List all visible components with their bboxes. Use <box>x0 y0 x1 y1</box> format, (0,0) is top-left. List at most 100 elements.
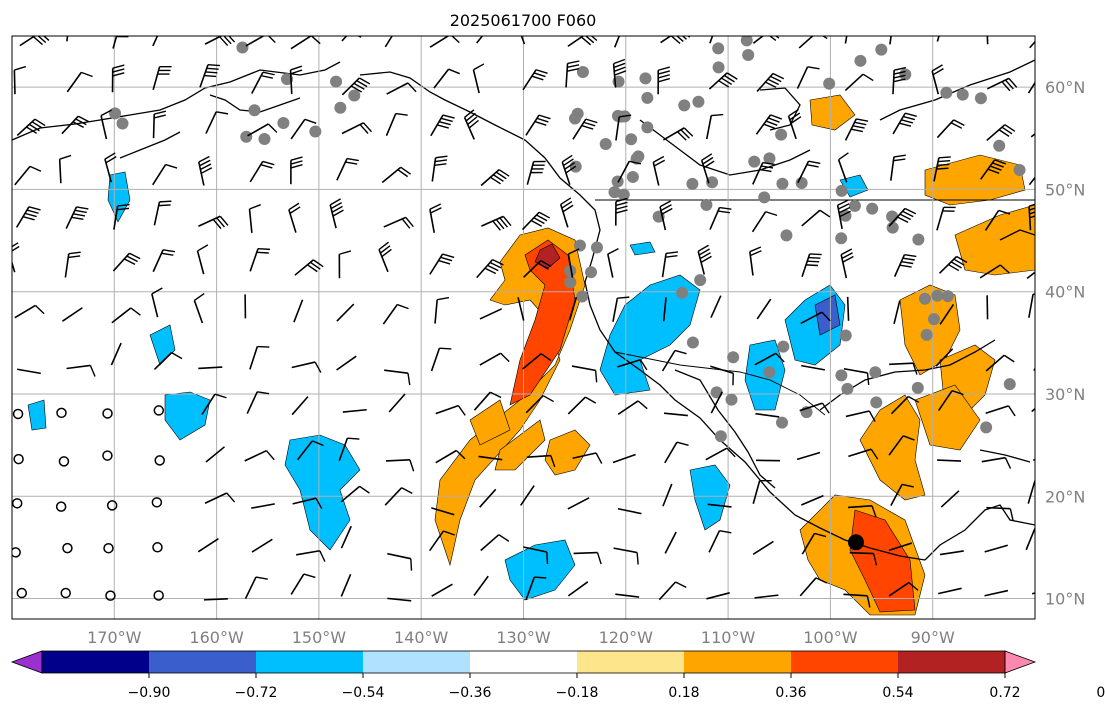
station-dot <box>758 191 770 203</box>
station-dot <box>692 96 704 108</box>
wind-barb-feather <box>159 201 171 202</box>
station-dot <box>931 290 943 302</box>
latitude-tick-label: 20°N <box>1045 487 1085 506</box>
colorbar-segment <box>898 651 1006 673</box>
station-dot <box>940 87 952 99</box>
colorbar-tick-label: 0.90 <box>1096 685 1105 701</box>
colorbar-segment <box>149 651 257 673</box>
colorbar-tick-label: −0.90 <box>128 685 171 701</box>
colorbar-over-extend <box>1005 651 1035 673</box>
station-dot <box>330 76 342 88</box>
longitude-tick-label: 170°W <box>87 628 142 647</box>
station-dot <box>742 49 754 61</box>
station-dot <box>921 329 933 341</box>
wind-barb-feather <box>70 16 82 18</box>
colorbar-tick-label: 0.18 <box>668 685 699 701</box>
wind-barb-feather <box>987 28 998 32</box>
station-dot <box>309 125 321 137</box>
station-dot <box>727 351 739 363</box>
wind-barb <box>937 460 961 461</box>
wind-barb <box>1034 349 1045 370</box>
station-dot <box>796 177 808 189</box>
station-dot <box>912 382 924 394</box>
wind-barb <box>986 508 1010 509</box>
station-dot <box>776 178 788 190</box>
wind-barb-feather <box>939 157 951 158</box>
wind-barb-feather <box>637 553 638 565</box>
wind-barb-feather <box>808 258 820 259</box>
colorbar-tick-label: 0.72 <box>989 685 1020 701</box>
wind-barb-feather <box>848 26 860 27</box>
station-dot <box>899 69 911 81</box>
longitude-tick-label: 150°W <box>292 628 347 647</box>
station-dot <box>694 274 706 286</box>
wind-barb-feather <box>772 29 782 36</box>
station-dot <box>564 276 576 288</box>
colorbar-under-extend <box>12 651 42 673</box>
wind-barb-feather <box>1046 30 1057 35</box>
figure-title: 2025061700 F060 <box>450 11 597 30</box>
station-dot <box>577 66 589 78</box>
wind-barb-feather <box>1040 268 1050 275</box>
wind-barb-feather <box>987 17 998 21</box>
wind-barb <box>848 297 849 321</box>
longitude-tick-label: 130°W <box>496 628 551 647</box>
wind-barb-feather <box>353 29 364 34</box>
wind-barb-feather <box>1041 129 1051 136</box>
wind-barb-feather <box>938 161 950 162</box>
station-dot <box>887 222 899 234</box>
wind-barb-feather <box>893 23 905 25</box>
wind-barb-feather <box>810 254 822 255</box>
station-dot <box>942 290 954 302</box>
colorbar-tick-label: −0.54 <box>342 685 385 701</box>
station-dot <box>687 337 699 349</box>
station-dot <box>117 117 129 129</box>
longitude-tick-label: 100°W <box>803 628 858 647</box>
station-dot <box>849 200 861 212</box>
longitude-tick-label: 90°W <box>911 628 955 647</box>
colorbar-tick-label: 0.36 <box>775 685 806 701</box>
station-dot <box>777 341 789 353</box>
wind-barb-feather <box>208 65 220 66</box>
station-dot <box>639 72 651 84</box>
wind-barb-feather <box>398 26 410 29</box>
wind-barb-feather <box>1050 122 1060 129</box>
station-dot <box>591 242 603 254</box>
station-dot <box>980 421 992 433</box>
map-panel <box>8 14 1061 619</box>
station-dot <box>854 55 866 67</box>
station-dot <box>334 102 346 114</box>
station-dot <box>676 287 688 299</box>
colorbar-segment <box>256 651 364 673</box>
station-dot <box>711 386 723 398</box>
station-dot <box>600 138 612 150</box>
wind-barb-feather <box>807 261 819 262</box>
colorbar-segment <box>363 651 471 673</box>
wind-barb-feather <box>1044 166 1055 171</box>
wind-barb-feather <box>163 24 175 26</box>
station-dot <box>700 199 712 211</box>
wind-barb-feather <box>258 249 270 250</box>
wind-barb <box>574 553 598 554</box>
longitude-tick-label: 140°W <box>394 628 449 647</box>
wind-barb-feather <box>207 68 219 69</box>
station-dot <box>875 44 887 56</box>
station-dot <box>835 232 847 244</box>
colorbar <box>12 651 1035 673</box>
station-dot <box>975 92 987 104</box>
station-dot <box>713 61 725 73</box>
wind-barb-feather <box>257 347 269 348</box>
longitude-tick-label: 120°W <box>599 628 654 647</box>
wind-barb-feather <box>849 23 861 24</box>
latitude-labels: 60°N50°N40°N30°N20°N10°N <box>1045 78 1085 608</box>
wind-barb-feather <box>937 164 949 165</box>
station-dot <box>632 150 644 162</box>
wind-barb-feather <box>1043 33 1054 38</box>
wind-barb-feather <box>1039 172 1050 177</box>
wind-barb-feather <box>204 76 216 77</box>
wind-barb <box>987 20 988 44</box>
wind-barb-feather <box>1041 73 1052 76</box>
latitude-tick-label: 30°N <box>1045 385 1085 404</box>
station-dot <box>886 210 898 222</box>
